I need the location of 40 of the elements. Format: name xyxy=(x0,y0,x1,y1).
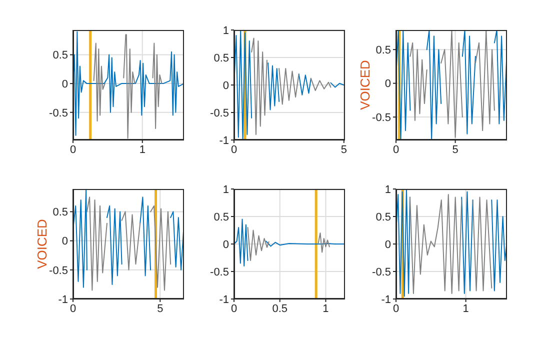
y-tick-label: -1 xyxy=(381,294,391,306)
x-tick-label: 0.5 xyxy=(272,302,288,315)
x-tick-label: 0 xyxy=(230,302,238,315)
x-tick-label: 1 xyxy=(462,302,469,315)
y-tick-label: 0.5 xyxy=(52,50,68,62)
y-tick-label: 0 xyxy=(62,236,68,248)
x-tick-label: 5 xyxy=(340,144,347,156)
y-tick-label: 0.5 xyxy=(376,44,391,56)
y-tick-label: 1 xyxy=(222,24,229,37)
x-tick-label: 0 xyxy=(230,144,238,156)
x-tick-label: 0 xyxy=(392,302,400,315)
y-tick-label: 0 xyxy=(222,238,229,251)
y-tick-label: -1 xyxy=(219,134,229,147)
y-tick-label: 1 xyxy=(222,184,229,196)
y-tick-label: -0.5 xyxy=(210,266,229,278)
y-tick-label: -0.5 xyxy=(372,112,391,124)
y-tick-label: 0.5 xyxy=(52,206,68,219)
y-tick-label: -1 xyxy=(58,294,68,306)
y-tick-label: -1 xyxy=(219,294,229,306)
x-tick-label: 5 xyxy=(452,144,458,156)
x-tick-label: 1 xyxy=(322,302,329,315)
y-tick-label: 0 xyxy=(384,238,391,251)
y-tick-label: -0.5 xyxy=(372,266,391,278)
x-tick-label: 0 xyxy=(392,144,400,156)
y-tick-label: -0.5 xyxy=(49,107,68,120)
y-tick-label: 0.5 xyxy=(376,211,391,224)
x-tick-label: 1 xyxy=(139,144,146,156)
y-axis-title: VOICED xyxy=(358,60,372,110)
y-tick-label: 0 xyxy=(62,78,68,90)
y-axis-title: VOICED xyxy=(34,219,50,269)
y-tick-label: 1 xyxy=(384,184,391,196)
y-tick-label: -0.5 xyxy=(49,264,68,277)
y-tick-label: 0 xyxy=(222,80,229,92)
y-tick-label: 0.5 xyxy=(214,211,229,224)
x-tick-label: 5 xyxy=(157,302,164,315)
y-tick-label: -0.5 xyxy=(210,107,229,120)
y-tick-label: 0 xyxy=(384,78,391,90)
x-tick-label: 0 xyxy=(70,302,76,315)
y-tick-label: 0.5 xyxy=(214,52,229,64)
x-tick-label: 0 xyxy=(70,144,76,156)
